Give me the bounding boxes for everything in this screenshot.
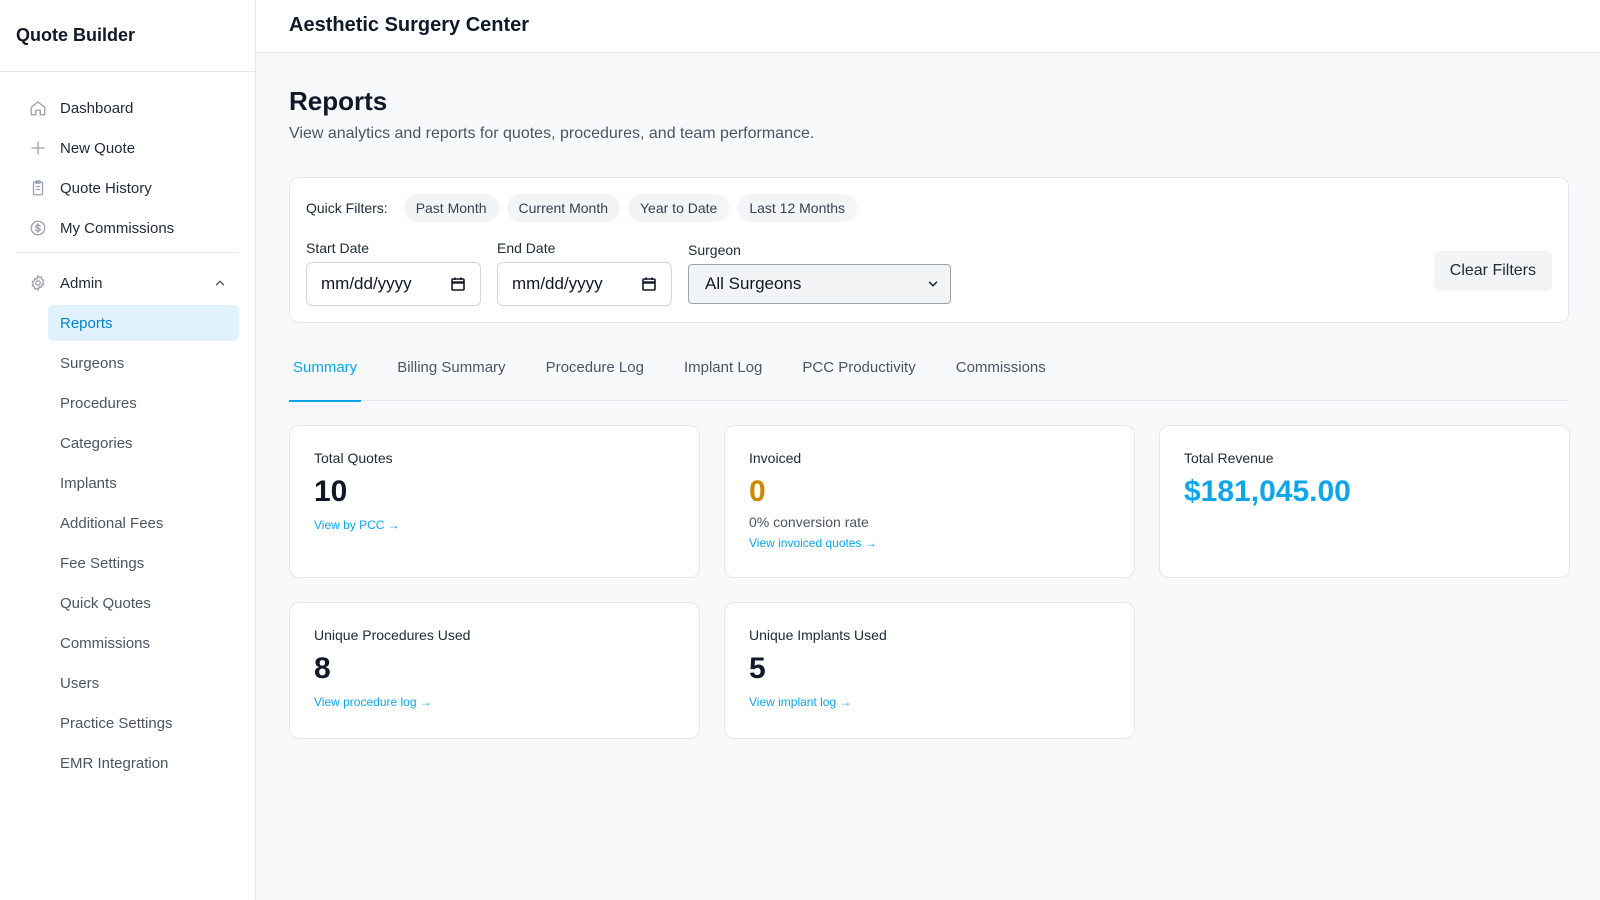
end-date-field: End Date mm/dd/yyyy (497, 240, 672, 306)
calendar-icon[interactable] (641, 276, 657, 292)
view-implant-log-link[interactable]: View implant log → (749, 695, 852, 709)
conversion-rate: 0% conversion rate (749, 514, 869, 530)
sidebar-item-quote-history[interactable]: Quote History (16, 170, 239, 206)
total-revenue-card: Total Revenue $181,045.00 (1159, 425, 1570, 578)
filters-panel: Quick Filters: Past Month Current Month … (289, 177, 1569, 323)
view-invoiced-quotes-link[interactable]: View invoiced quotes → (749, 536, 877, 550)
surgeon-select-value: All Surgeons (705, 274, 802, 293)
sidebar-item-practice-settings[interactable]: Practice Settings (60, 714, 173, 732)
report-tabs: Summary Billing Summary Procedure Log Im… (289, 353, 1569, 402)
sidebar-item-additional-fees[interactable]: Additional Fees (60, 514, 164, 532)
quick-filter-past-month[interactable]: Past Month (403, 194, 499, 222)
end-date-input[interactable]: mm/dd/yyyy (497, 262, 672, 306)
quick-filter-year-to-date[interactable]: Year to Date (628, 194, 730, 222)
main-content: Reports View analytics and reports for q… (289, 53, 1570, 739)
total-quotes-card: Total Quotes 10 View by PCC → (289, 425, 700, 578)
tab-pcc-productivity[interactable]: PCC Productivity (802, 359, 916, 376)
sidebar-item-label: Dashboard (60, 99, 134, 117)
clear-filters-button[interactable]: Clear Filters (1433, 251, 1552, 291)
chevron-down-icon (928, 281, 938, 287)
tab-summary[interactable]: Summary (289, 353, 362, 402)
sidebar-item-procedures[interactable]: Procedures (60, 394, 137, 412)
gear-icon (28, 273, 48, 293)
sidebar-item-reports[interactable]: Reports (48, 305, 239, 341)
card-value: 10 (314, 475, 348, 508)
card-value: $181,045.00 (1184, 475, 1351, 508)
sidebar-item-quick-quotes[interactable]: Quick Quotes (60, 594, 151, 612)
sidebar-item-new-quote[interactable]: New Quote (16, 130, 239, 166)
sidebar-item-admin[interactable]: Admin (16, 265, 239, 301)
plus-icon (28, 138, 48, 158)
start-date-value: mm/dd/yyyy (321, 274, 412, 293)
summary-cards: Total Quotes 10 View by PCC → Invoiced 0… (289, 425, 1570, 739)
card-label: Invoiced (749, 450, 802, 466)
start-date-label: Start Date (306, 240, 370, 256)
app-brand: Quote Builder (0, 0, 255, 72)
sidebar-item-users[interactable]: Users (60, 674, 100, 692)
sidebar-item-label: Quote History (60, 179, 152, 197)
start-date-input[interactable]: mm/dd/yyyy (306, 262, 481, 306)
sidebar-item-commissions[interactable]: Commissions (60, 634, 151, 652)
card-label: Unique Implants Used (749, 627, 887, 643)
card-label: Total Quotes (314, 450, 393, 466)
tab-implant-log[interactable]: Implant Log (683, 359, 763, 376)
end-date-label: End Date (497, 240, 556, 256)
top-header: Aesthetic Surgery Center (256, 0, 1600, 53)
surgeon-field: Surgeon All Surgeons (688, 242, 951, 304)
sidebar-nav: Dashboard New Quote Quote History My Com… (0, 72, 255, 781)
sidebar-item-emr-integration[interactable]: EMR Integration (60, 754, 169, 772)
quick-filter-current-month[interactable]: Current Month (506, 194, 620, 222)
unique-procedures-card: Unique Procedures Used 8 View procedure … (289, 602, 700, 739)
calendar-icon[interactable] (450, 276, 466, 292)
sidebar-item-label: Admin (60, 274, 103, 292)
card-label: Total Revenue (1184, 450, 1274, 466)
view-by-pcc-link[interactable]: View by PCC → (314, 518, 400, 532)
sidebar-item-fee-settings[interactable]: Fee Settings (60, 554, 145, 572)
card-value: 5 (749, 652, 766, 685)
sidebar-item-categories[interactable]: Categories (60, 434, 133, 452)
sidebar-item-label: My Commissions (60, 219, 175, 237)
sidebar-item-implants[interactable]: Implants (60, 474, 117, 492)
admin-submenu: Reports Surgeons Procedures Categories I… (16, 305, 239, 781)
surgeon-label: Surgeon (688, 242, 741, 258)
view-procedure-log-link[interactable]: View procedure log → (314, 695, 432, 709)
sidebar-item-surgeons[interactable]: Surgeons (60, 354, 125, 372)
invoiced-card: Invoiced 0 0% conversion rate View invoi… (724, 425, 1135, 578)
quick-filter-last-12-months[interactable]: Last 12 Months (737, 194, 858, 222)
quick-filters: Quick Filters: Past Month Current Month … (306, 194, 865, 222)
tab-billing-summary[interactable]: Billing Summary (397, 359, 506, 376)
tab-commissions[interactable]: Commissions (955, 359, 1046, 376)
card-value: 8 (314, 652, 331, 685)
dollar-circle-icon (28, 218, 48, 238)
card-label: Unique Procedures Used (314, 627, 471, 643)
sidebar-item-my-commissions[interactable]: My Commissions (16, 210, 239, 246)
sidebar-item-dashboard[interactable]: Dashboard (16, 90, 239, 126)
home-icon (28, 98, 48, 118)
page-subtitle: View analytics and reports for quotes, p… (289, 125, 815, 142)
card-value: 0 (749, 475, 766, 508)
chevron-up-icon[interactable] (213, 276, 227, 290)
tab-procedure-log[interactable]: Procedure Log (545, 359, 644, 376)
sidebar-item-label: New Quote (60, 139, 136, 157)
surgeon-select[interactable]: All Surgeons (688, 264, 951, 304)
practice-name: Aesthetic Surgery Center (289, 14, 530, 36)
quick-filters-label: Quick Filters: (306, 200, 388, 216)
page-title: Reports (289, 86, 388, 116)
unique-implants-card: Unique Implants Used 5 View implant log … (724, 602, 1135, 739)
sidebar-divider (16, 252, 239, 253)
clipboard-icon (28, 178, 48, 198)
start-date-field: Start Date mm/dd/yyyy (306, 240, 481, 306)
sidebar: Quote Builder Dashboard New Quote Quote … (0, 0, 256, 900)
end-date-value: mm/dd/yyyy (512, 274, 603, 293)
